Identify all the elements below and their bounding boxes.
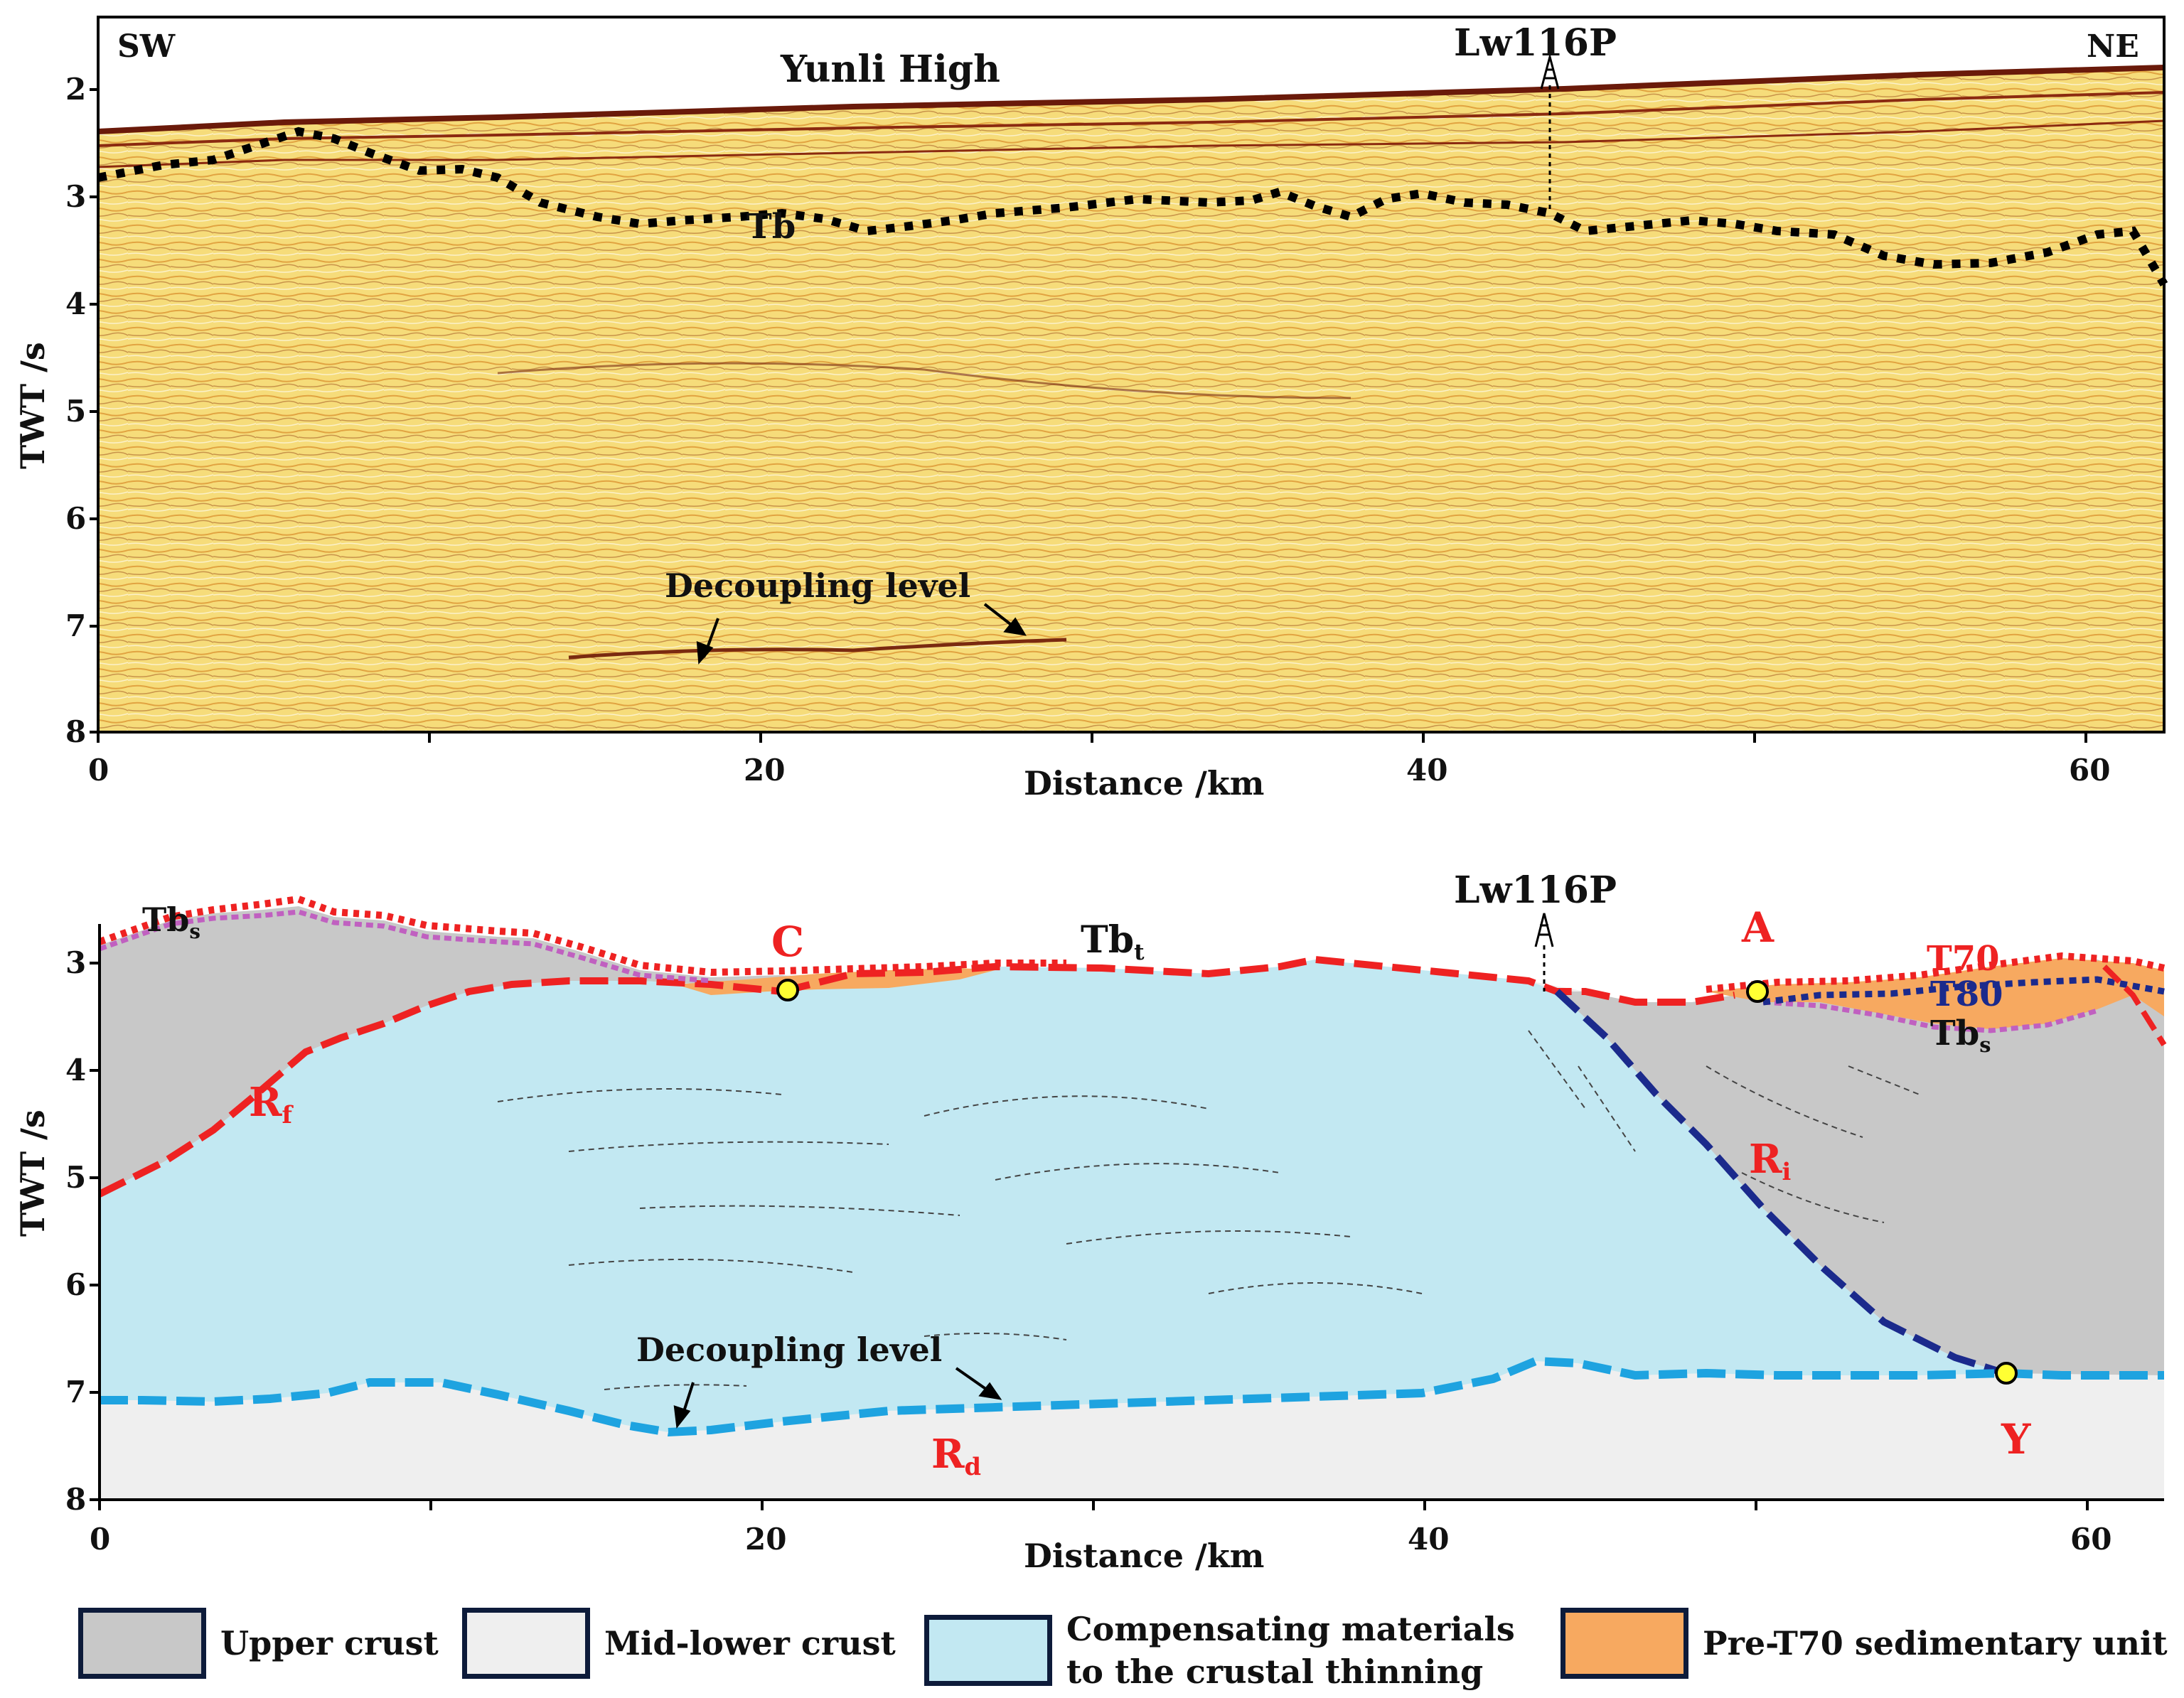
bottom-x-axis-label: Distance /km xyxy=(1024,1537,1264,1575)
internal-reflector-traces xyxy=(497,1030,1920,1390)
tbs-right-horizon xyxy=(1762,999,2098,1033)
top-x-tick: 20 xyxy=(744,753,785,788)
top-y-axis-label: TWT /s xyxy=(14,342,52,469)
tb-basement-horizon xyxy=(97,127,2168,287)
top-x-tick: 40 xyxy=(1406,753,1447,788)
y-label: Y xyxy=(2001,1415,2031,1463)
legend-swatch-upper-crust xyxy=(78,1608,206,1679)
bottom-y-tick: 7 xyxy=(65,1375,86,1409)
legend-item-upper-crust: Upper crust xyxy=(78,1608,439,1679)
top-y-tick: 8 xyxy=(65,714,86,749)
legend-label-line: Compensating materials xyxy=(1066,1610,1515,1648)
ri-boundary xyxy=(1554,989,2006,1377)
rf-label: Rf xyxy=(249,1079,294,1129)
seafloor-reflector xyxy=(97,65,2165,134)
rf-boundary xyxy=(97,977,783,1198)
a-label: A xyxy=(1741,903,1774,952)
top-y-tick: 4 xyxy=(65,286,86,321)
bottom-y-tick: 3 xyxy=(65,945,86,980)
bottom-interpretation-panel: Lw116P Tbs Tbt C A T70 T80 Tbs Rf Ri Rd … xyxy=(14,869,2167,1575)
legend-label-line: to the crustal thinning xyxy=(1066,1653,1484,1691)
legend-label: Mid-lower crust xyxy=(604,1624,896,1662)
upper-crust-right xyxy=(1557,960,2164,1375)
legend-item-compensating-materials: Compensating materials to the crustal th… xyxy=(924,1608,1515,1693)
bottom-y-tick: 5 xyxy=(65,1160,86,1195)
shallow-reflector-2 xyxy=(97,119,2165,168)
pre-t70-unit-right xyxy=(1706,958,2164,1029)
t80-horizon xyxy=(1762,976,2165,1006)
bottom-well-label: Lw116P xyxy=(1454,869,1617,912)
yunli-high-label: Yunli High xyxy=(780,48,1000,91)
legend-swatch-pre-t70 xyxy=(1561,1608,1688,1679)
bottom-y-tick: 8 xyxy=(65,1482,86,1517)
top-x-tick: 60 xyxy=(2069,753,2110,788)
bottom-x-tick: 40 xyxy=(1408,1522,1449,1557)
bottom-x-tick: 60 xyxy=(2070,1522,2111,1557)
top-panel-frame xyxy=(97,16,2166,734)
top-y-tick: 7 xyxy=(65,608,86,643)
deep-reflector xyxy=(497,362,1351,399)
top-well-derrick-icon xyxy=(1540,53,1560,90)
bottom-y-tick: 6 xyxy=(65,1267,86,1302)
bottom-x-tick: 20 xyxy=(745,1522,786,1557)
seafloor-dotted-horizon xyxy=(98,895,1066,977)
corner-label-ne: NE xyxy=(2087,28,2139,65)
legend-item-mid-lower-crust: Mid-lower crust xyxy=(462,1608,896,1679)
bottom-decoupling-label: Decoupling level xyxy=(636,1331,942,1369)
tbt-label: Tbt xyxy=(1081,918,1145,965)
marker-y xyxy=(1995,1362,2018,1385)
legend-label: Pre-T70 sedimentary unit xyxy=(1703,1624,2168,1662)
legend-swatch-compensating-materials xyxy=(924,1615,1052,1686)
top-decoupling-label: Decoupling level xyxy=(665,566,970,605)
marker-a xyxy=(1746,980,1769,1003)
top-x-tick: 0 xyxy=(88,753,109,788)
compensating-materials-area xyxy=(100,960,2005,1432)
top-y-tick: 6 xyxy=(65,501,86,536)
bottom-x-tick: 0 xyxy=(90,1522,110,1557)
legend-label: Upper crust xyxy=(220,1624,439,1662)
c-label: C xyxy=(771,918,804,966)
tb-horizon-label: Tb xyxy=(746,207,796,247)
tbs-left-horizon xyxy=(98,909,712,984)
bottom-well-derrick-icon xyxy=(1534,913,1554,947)
rd-label: Rd xyxy=(931,1431,981,1481)
rd-boundary xyxy=(100,1356,2164,1437)
tbs-right-label: Tbs xyxy=(1930,1014,1991,1057)
top-y-tick: 5 xyxy=(65,394,86,429)
bottom-y-axis: 3 4 5 6 7 8 TWT /s xyxy=(14,945,100,1517)
marker-c xyxy=(776,979,799,1001)
bottom-y-tick: 4 xyxy=(65,1053,86,1087)
bottom-x-axis: 0 20 40 60 Distance /km xyxy=(90,1500,2111,1575)
bottom-y-axis-label: TWT /s xyxy=(14,1109,52,1237)
top-y-axis: 2 3 4 5 6 7 8 TWT /s xyxy=(14,72,98,749)
tbt-horizon xyxy=(781,955,1735,1006)
tbs-left-label: Tbs xyxy=(142,901,200,943)
top-x-axis: 0 20 40 60 Distance /km xyxy=(88,732,2110,802)
top-well-label: Lw116P xyxy=(1454,21,1617,65)
ri-label: Ri xyxy=(1749,1136,1791,1186)
top-y-tick: 2 xyxy=(65,72,86,107)
bottom-decoupling-arrows xyxy=(673,1367,1002,1429)
water-column xyxy=(98,17,2164,129)
top-decoupling-arrows xyxy=(696,603,1027,665)
legend-swatch-mid-lower-crust xyxy=(462,1608,590,1679)
right-fault xyxy=(2102,964,2167,1047)
bottom-water-column xyxy=(100,906,2164,1002)
corner-label-sw: SW xyxy=(117,28,176,65)
top-x-axis-label: Distance /km xyxy=(1024,764,1264,802)
legend-label-multiline: Compensating materials to the crustal th… xyxy=(1066,1608,1515,1693)
top-seismic-panel: SW NE Yunli High Lw116P Tb Decoupling le… xyxy=(14,16,2168,802)
t70-label: T70 xyxy=(1927,939,2000,979)
t80-label: T80 xyxy=(1930,974,2003,1014)
legend-item-pre-t70: Pre-T70 sedimentary unit xyxy=(1561,1608,2168,1679)
decoupling-reflector xyxy=(568,638,1067,660)
top-y-tick: 3 xyxy=(65,179,86,214)
t70-horizon xyxy=(1706,952,2166,993)
